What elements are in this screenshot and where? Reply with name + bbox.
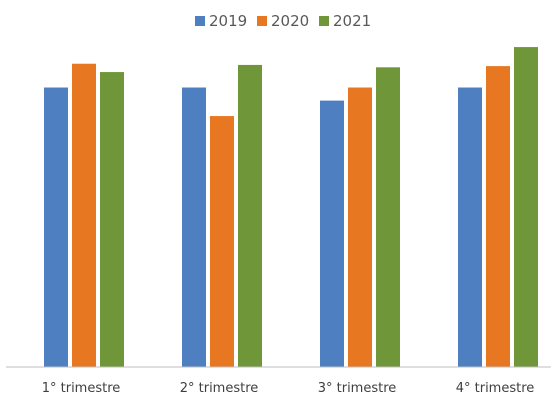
bar-2019-q4 [458, 87, 482, 368]
legend-swatch-2019 [195, 16, 205, 26]
legend-swatch-2020 [257, 16, 267, 26]
x-tick-label-q4: 4° trimestre [456, 381, 535, 396]
x-tick-label-q2: 2° trimestre [180, 381, 259, 396]
bar-2020-q3 [348, 87, 372, 368]
legend-label-2019: 2019 [209, 12, 247, 30]
bar-2019-q2 [182, 87, 206, 368]
legend-label-2021: 2021 [333, 12, 371, 30]
chart-bars [44, 47, 538, 368]
bar-2019-q3 [320, 100, 344, 367]
bar-2021-q4 [514, 47, 538, 367]
bar-2019-q1 [44, 87, 68, 368]
x-tick-label-q3: 3° trimestre [318, 381, 397, 396]
bar-2021-q3 [376, 67, 400, 368]
bar-2020-q2 [210, 116, 234, 367]
chart-legend: 2019 2020 2021 [195, 12, 371, 30]
x-axis-tick-labels: 1° trimestre 2° trimestre 3° trimestre 4° t… [42, 381, 535, 396]
bar-2021-q2 [238, 64, 262, 368]
bar-2020-q1 [72, 63, 96, 367]
legend-label-2020: 2020 [271, 12, 309, 30]
x-tick-label-q1: 1° trimestre [42, 381, 121, 396]
legend-swatch-2021 [319, 16, 329, 26]
bar-2020-q4 [486, 66, 510, 367]
bar-2021-q1 [100, 72, 124, 368]
